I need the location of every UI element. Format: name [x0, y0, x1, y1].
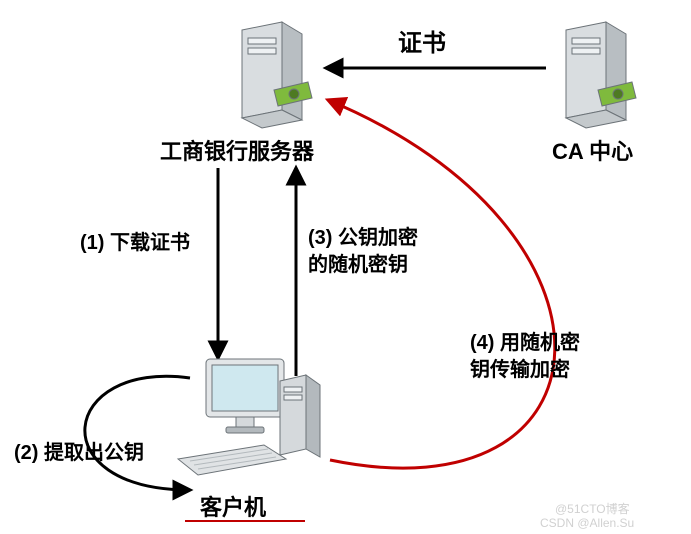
edge-download-label: (1) 下载证书 — [80, 230, 190, 257]
edge-random-key-transfer — [328, 100, 555, 468]
watermark-2: CSDN @Allen.Su — [540, 516, 634, 530]
ca-center-label: CA 中心 — [552, 134, 633, 166]
client-pc-icon — [168, 355, 328, 485]
bank-server-icon — [230, 20, 315, 130]
bank-server-label: 工商银行服务器 — [160, 134, 314, 166]
edge-random-key-label: (4) 用随机密 钥传输加密 — [470, 330, 580, 384]
edge-extract-pubkey-label: (2) 提取出公钥 — [14, 440, 144, 467]
edge-cert-label: 证书 — [398, 28, 446, 60]
edge-encrypted-key-label: (3) 公钥加密 的随机密钥 — [308, 225, 418, 279]
client-pc-label: 客户机 — [200, 490, 266, 522]
watermark-1: @51CTO博客 — [555, 500, 630, 517]
ca-center-icon — [554, 20, 639, 130]
client-underline — [185, 520, 305, 522]
